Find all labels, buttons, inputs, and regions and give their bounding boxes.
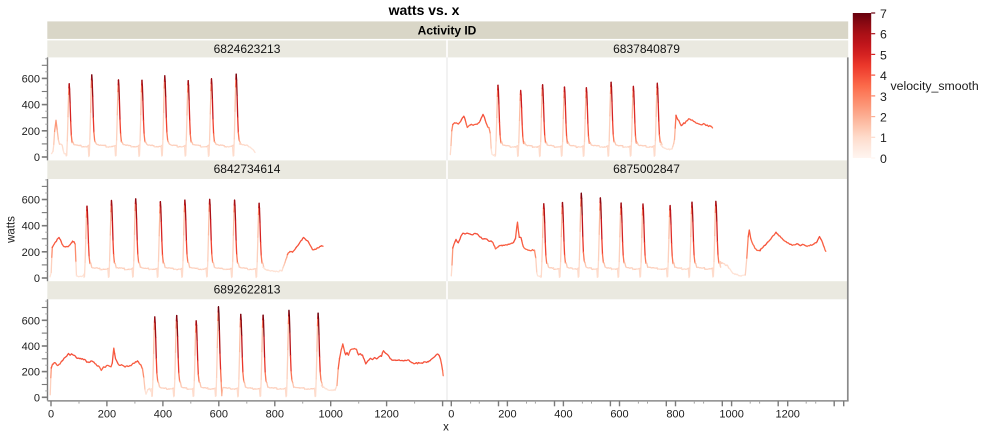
svg-text:400: 400: [22, 341, 40, 353]
svg-text:200: 200: [98, 409, 116, 421]
svg-text:600: 600: [22, 73, 40, 85]
svg-text:6: 6: [880, 28, 887, 42]
svg-text:6892622813: 6892622813: [214, 283, 281, 297]
svg-text:0: 0: [34, 273, 40, 285]
svg-text:600: 600: [22, 315, 40, 327]
svg-text:4: 4: [880, 69, 887, 83]
svg-text:800: 800: [266, 409, 284, 421]
svg-text:6875002847: 6875002847: [613, 162, 680, 176]
svg-text:velocity_smooth: velocity_smooth: [891, 79, 979, 93]
svg-text:200: 200: [22, 247, 40, 259]
svg-text:2: 2: [880, 111, 887, 125]
svg-text:6842734614: 6842734614: [214, 162, 281, 176]
svg-text:200: 200: [498, 409, 516, 421]
svg-text:5: 5: [880, 48, 887, 62]
svg-text:1200: 1200: [775, 409, 799, 421]
svg-text:600: 600: [610, 409, 628, 421]
svg-text:400: 400: [554, 409, 572, 421]
svg-text:0: 0: [48, 409, 54, 421]
svg-text:1000: 1000: [318, 409, 342, 421]
svg-text:0: 0: [34, 392, 40, 404]
svg-text:0: 0: [34, 152, 40, 164]
svg-text:200: 200: [22, 126, 40, 138]
svg-text:1: 1: [880, 131, 887, 145]
svg-text:1000: 1000: [719, 409, 743, 421]
svg-text:400: 400: [22, 221, 40, 233]
svg-text:3: 3: [880, 90, 887, 104]
svg-text:0: 0: [448, 409, 454, 421]
svg-text:400: 400: [154, 409, 172, 421]
svg-text:400: 400: [22, 100, 40, 112]
svg-text:200: 200: [22, 367, 40, 379]
svg-text:6824623213: 6824623213: [214, 42, 281, 56]
svg-text:600: 600: [210, 409, 228, 421]
svg-text:0: 0: [880, 152, 887, 166]
svg-text:watts vs. x: watts vs. x: [388, 2, 460, 18]
svg-text:600: 600: [22, 195, 40, 207]
svg-text:800: 800: [666, 409, 684, 421]
svg-text:7: 7: [880, 7, 887, 21]
svg-text:watts: watts: [6, 216, 18, 244]
svg-text:x: x: [443, 422, 449, 434]
svg-text:Activity ID: Activity ID: [418, 23, 477, 37]
svg-text:1200: 1200: [374, 409, 398, 421]
svg-text:6837840879: 6837840879: [613, 42, 680, 56]
